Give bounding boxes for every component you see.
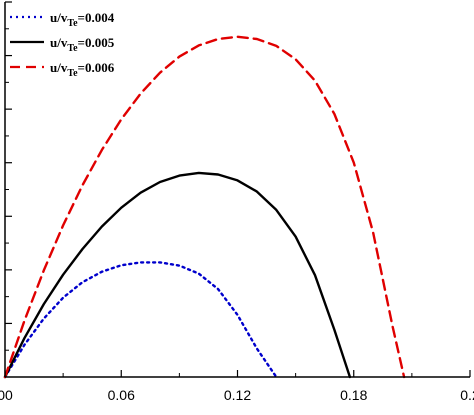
- series-line-3: [3, 35, 406, 379]
- x-tick-label-1: 00: [0, 387, 13, 403]
- legend-label-2: u/vTe=0.005: [50, 35, 115, 54]
- x-tick-label-3: 0.12: [224, 387, 251, 403]
- x-tick-label-2: 0.06: [108, 387, 135, 403]
- legend-label-1: u/vTe=0.004: [50, 10, 115, 29]
- series-line-2: [3, 171, 352, 379]
- series-layer: [3, 35, 406, 379]
- x-tick-label-4: 0.18: [340, 387, 367, 403]
- series-line-1: [3, 261, 278, 379]
- legend-label-3: u/vTe=0.006: [50, 60, 115, 79]
- x-tick-label-5: 0.2: [460, 387, 474, 403]
- axes-layer: 00 0.06 0.12 0.18 0.2: [0, 1, 474, 403]
- legend: u/vTe=0.004 u/vTe=0.005 u/vTe=0.006: [10, 10, 115, 79]
